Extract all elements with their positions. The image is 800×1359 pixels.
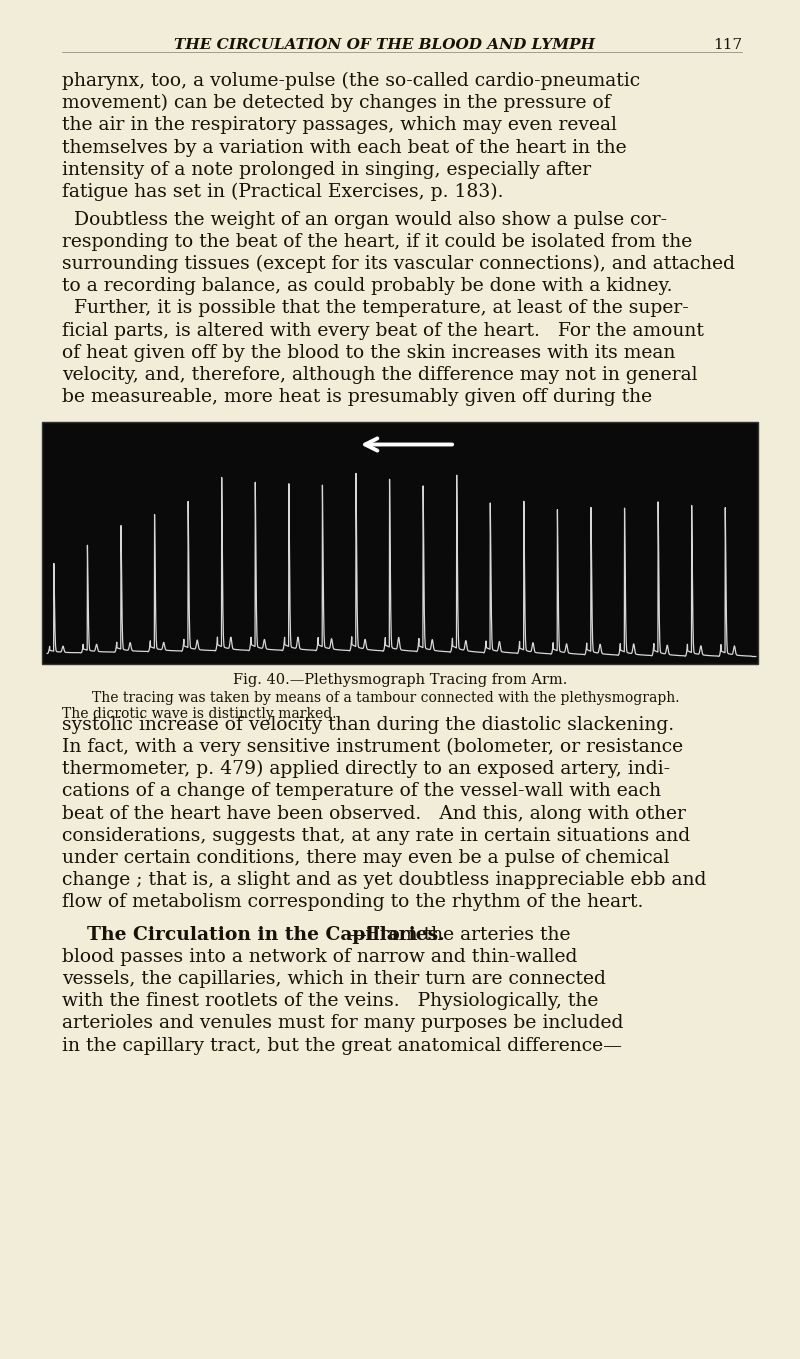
Text: vessels, the capillaries, which in their turn are connected: vessels, the capillaries, which in their… — [62, 970, 606, 988]
Text: intensity of a note prolonged in singing, especially after: intensity of a note prolonged in singing… — [62, 160, 591, 179]
Text: surrounding tissues (except for its vascular connections), and attached: surrounding tissues (except for its vasc… — [62, 255, 735, 273]
Text: movement) can be detected by changes in the pressure of: movement) can be detected by changes in … — [62, 94, 610, 113]
Text: 117: 117 — [713, 38, 742, 52]
Text: change ; that is, a slight and as yet doubtless inappreciable ebb and: change ; that is, a slight and as yet do… — [62, 871, 706, 889]
Text: be measureable, more heat is presumably given off during the: be measureable, more heat is presumably … — [62, 389, 652, 406]
Text: to a recording balance, as could probably be done with a kidney.: to a recording balance, as could probabl… — [62, 277, 673, 295]
Text: velocity, and, therefore, although the difference may not in general: velocity, and, therefore, although the d… — [62, 366, 698, 385]
Text: pharynx, too, a volume-pulse (the so-called cardio-pneumatic: pharynx, too, a volume-pulse (the so-cal… — [62, 72, 640, 90]
Text: blood passes into a network of narrow and thin-walled: blood passes into a network of narrow an… — [62, 947, 578, 966]
Text: systolic increase of velocity than during the diastolic slackening.: systolic increase of velocity than durin… — [62, 716, 674, 734]
Text: with the finest rootlets of the veins.   Physiologically, the: with the finest rootlets of the veins. P… — [62, 992, 598, 1010]
Text: the air in the respiratory passages, which may even reveal: the air in the respiratory passages, whi… — [62, 117, 617, 135]
Text: Further, it is possible that the temperature, at least of the super-: Further, it is possible that the tempera… — [62, 299, 689, 318]
Text: In fact, with a very sensitive instrument (bolometer, or resistance: In fact, with a very sensitive instrumen… — [62, 738, 683, 756]
Text: arterioles and venules must for many purposes be included: arterioles and venules must for many pur… — [62, 1014, 623, 1033]
Text: in the capillary tract, but the great anatomical difference—: in the capillary tract, but the great an… — [62, 1037, 622, 1055]
Text: under certain conditions, there may even be a pulse of chemical: under certain conditions, there may even… — [62, 849, 670, 867]
Text: considerations, suggests that, at any rate in certain situations and: considerations, suggests that, at any ra… — [62, 826, 690, 845]
Text: ficial parts, is altered with every beat of the heart.   For the amount: ficial parts, is altered with every beat… — [62, 322, 704, 340]
Text: beat of the heart have been observed.   And this, along with other: beat of the heart have been observed. An… — [62, 805, 686, 822]
Text: The dicrotic wave is distinctly marked.: The dicrotic wave is distinctly marked. — [62, 707, 337, 720]
Text: responding to the beat of the heart, if it could be isolated from the: responding to the beat of the heart, if … — [62, 232, 692, 251]
Text: THE CIRCULATION OF THE BLOOD AND LYMPH: THE CIRCULATION OF THE BLOOD AND LYMPH — [174, 38, 595, 52]
Text: Doubtless the weight of an organ would also show a pulse cor-: Doubtless the weight of an organ would a… — [62, 211, 667, 228]
Text: Fig. 40.—Plethysmograph Tracing from Arm.: Fig. 40.—Plethysmograph Tracing from Arm… — [233, 674, 567, 688]
Text: flow of metabolism corresponding to the rhythm of the heart.: flow of metabolism corresponding to the … — [62, 893, 643, 912]
Text: fatigue has set in (Practical Exercises, p. 183).: fatigue has set in (Practical Exercises,… — [62, 183, 503, 201]
Text: themselves by a variation with each beat of the heart in the: themselves by a variation with each beat… — [62, 139, 626, 156]
Text: —From the arteries the: —From the arteries the — [348, 925, 570, 943]
Text: of heat given off by the blood to the skin increases with its mean: of heat given off by the blood to the sk… — [62, 344, 675, 361]
Text: thermometer, p. 479) applied directly to an exposed artery, indi-: thermometer, p. 479) applied directly to… — [62, 760, 670, 779]
Text: The tracing was taken by means of a tambour connected with the plethysmograph.: The tracing was taken by means of a tamb… — [92, 690, 679, 705]
Text: The Circulation in the Capillaries.: The Circulation in the Capillaries. — [87, 925, 445, 943]
Text: cations of a change of temperature of the vessel-wall with each: cations of a change of temperature of th… — [62, 783, 661, 800]
Bar — [42, 423, 758, 665]
